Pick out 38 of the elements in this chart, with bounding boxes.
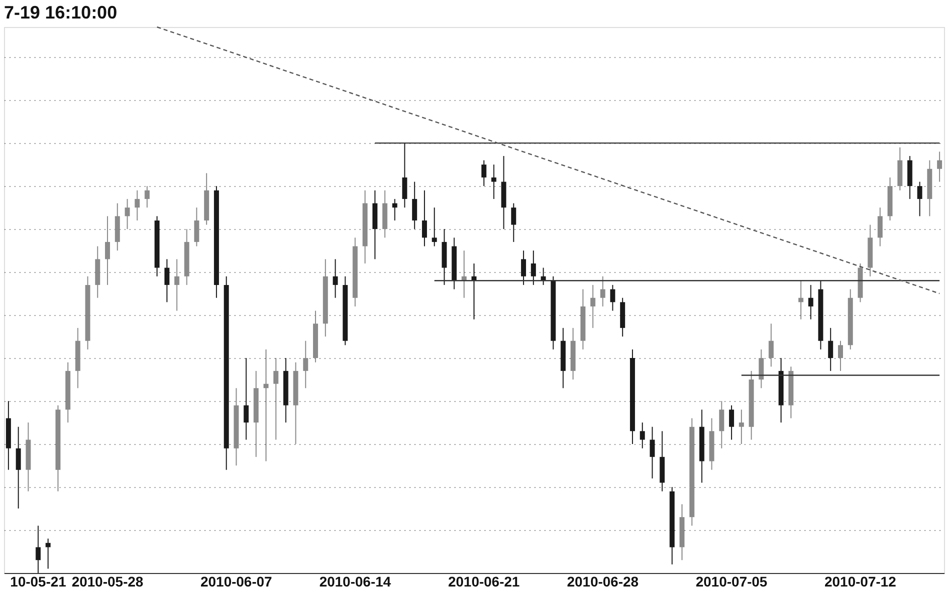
candlestick — [164, 258, 170, 303]
candlestick — [412, 181, 418, 230]
candlestick — [808, 284, 814, 320]
candlestick — [481, 160, 486, 187]
x-tick-label: 2010-06-07 — [200, 574, 272, 590]
candlestick — [392, 198, 398, 221]
candlestick — [828, 327, 834, 372]
candlestick — [511, 202, 516, 242]
candlestick — [738, 409, 744, 445]
candlestick — [491, 164, 496, 200]
candlestick — [46, 538, 51, 570]
chart-title: 7-19 16:10:00 — [4, 2, 118, 22]
candlestick — [530, 250, 536, 286]
x-tick-label: 10-05-21 — [10, 574, 66, 590]
candlestick — [650, 426, 655, 479]
candlestick — [729, 404, 734, 440]
x-tick-label: 2010-05-28 — [72, 574, 144, 590]
x-tick-label: 2010-07-12 — [824, 574, 896, 590]
candlestick — [521, 250, 526, 286]
candlestick — [937, 151, 942, 182]
x-tick-label: 2010-07-05 — [696, 574, 768, 590]
candlestick — [36, 525, 41, 574]
candlestick — [124, 198, 130, 230]
candlestick — [610, 284, 616, 312]
candlestick — [640, 422, 645, 449]
candlestick — [432, 207, 437, 247]
candlestick — [16, 426, 21, 510]
candlestick — [332, 258, 338, 298]
candlestick — [917, 181, 922, 217]
x-tick-label: 2010-06-21 — [448, 574, 520, 590]
x-tick-label: 2010-06-28 — [566, 574, 639, 590]
x-tick-label: 2010-06-14 — [319, 574, 392, 590]
candlestick — [134, 190, 140, 221]
candlestick — [600, 276, 606, 307]
candlestick — [878, 207, 883, 247]
candlestick — [422, 190, 427, 247]
candlestick — [244, 358, 249, 440]
candlestick — [402, 142, 408, 208]
